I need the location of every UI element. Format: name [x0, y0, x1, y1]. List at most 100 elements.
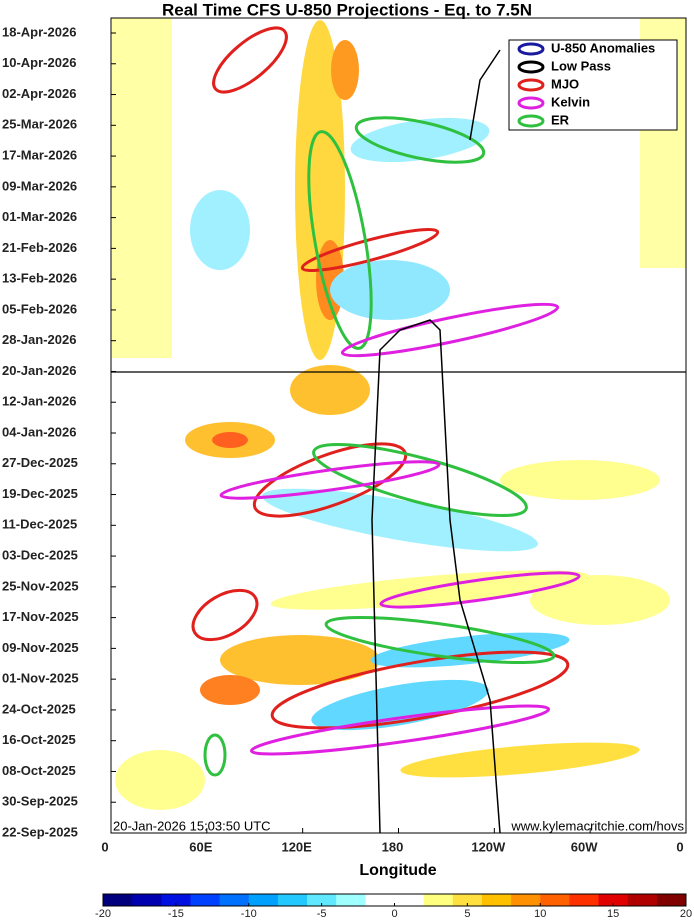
x-tick-label: 0 — [676, 839, 683, 854]
blob — [262, 488, 538, 552]
colorbar-cell — [598, 894, 629, 906]
colorbar-tick-label: 15 — [607, 908, 619, 920]
y-tick-label: 20-Jan-2026 — [2, 363, 76, 378]
er-contour — [354, 116, 486, 164]
y-tick-label: 01-Mar-2026 — [2, 209, 77, 224]
kelvin-contour — [249, 704, 551, 756]
y-tick-label: 22-Sep-2025 — [2, 824, 78, 839]
blob — [331, 40, 359, 100]
colorbar-cell — [103, 894, 133, 906]
blob — [350, 117, 490, 163]
y-tick-label: 10-Apr-2026 — [2, 55, 76, 70]
y-tick-label: 25-Mar-2026 — [2, 117, 77, 132]
kelvin-contour — [379, 571, 581, 609]
mjo-contour — [212, 26, 288, 94]
blob — [220, 635, 380, 685]
x-tick-label: 180 — [382, 839, 404, 854]
blob — [212, 432, 248, 448]
blob — [311, 679, 489, 731]
y-tick-label: 19-Dec-2025 — [2, 486, 78, 501]
colorbar-tick-label: -20 — [95, 908, 111, 920]
colorbar-cell — [481, 894, 512, 906]
blob — [270, 570, 590, 610]
colorbar-cell — [161, 894, 191, 906]
blob — [530, 575, 670, 625]
y-tick-label: 18-Apr-2026 — [2, 24, 76, 39]
blob — [190, 190, 250, 270]
y-tick-label: 24-Oct-2025 — [2, 701, 76, 716]
y-tick-label: 17-Nov-2025 — [2, 609, 79, 624]
chart-title: Real Time CFS U-850 Projections - Eq. to… — [162, 0, 532, 19]
y-tick-label: 09-Nov-2025 — [2, 640, 79, 655]
colorbar-cell — [656, 894, 687, 906]
colorbar-tick-label: -10 — [241, 908, 257, 920]
colorbar-cell — [569, 894, 600, 906]
mjo-contour — [191, 588, 259, 642]
source-url: www.kylemacritchie.com/hovs — [510, 818, 684, 833]
legend-swatch — [517, 114, 545, 128]
blob — [400, 742, 640, 778]
field-shapes — [112, 18, 686, 810]
colorbar-cell — [423, 894, 454, 906]
x-tick-label: 120W — [471, 839, 506, 854]
y-tick-label: 04-Jan-2026 — [2, 424, 76, 439]
x-tick-label: 60E — [189, 839, 212, 854]
legend-label: MJO — [551, 76, 579, 91]
legend-swatch — [517, 42, 545, 56]
legend-box — [508, 39, 678, 131]
x-tick-label: 60W — [571, 839, 598, 854]
legend-label: Low Pass — [551, 58, 611, 73]
blob — [330, 260, 450, 320]
colorbar-cell — [394, 894, 425, 906]
y-tick-label: 30-Sep-2025 — [2, 794, 78, 809]
y-tick-label: 13-Feb-2026 — [2, 271, 77, 286]
colorbar-cell — [511, 894, 541, 906]
y-tick-label: 03-Dec-2025 — [2, 548, 78, 563]
colorbar-cell — [627, 894, 658, 906]
y-tick-label: 12-Jan-2026 — [2, 394, 76, 409]
er-contour — [312, 442, 528, 518]
y-tick-label: 02-Apr-2026 — [2, 86, 76, 101]
legend: U-850 Anomalies Low Pass MJO Kelvin ER — [508, 39, 678, 131]
legend-label: ER — [551, 112, 570, 127]
blob — [290, 365, 370, 415]
colorbar-cell — [277, 894, 308, 906]
colorbar-tick-label: -15 — [168, 908, 184, 920]
x-tick-label: 0 — [101, 839, 108, 854]
legend-swatch — [517, 78, 545, 92]
er-contour — [307, 130, 373, 350]
y-tick-label: 28-Jan-2026 — [2, 332, 76, 347]
colorbar-cell — [540, 894, 570, 906]
x-tick-label: 120E — [281, 839, 312, 854]
y-tick-label: 25-Nov-2025 — [2, 578, 79, 593]
low-pass-contour — [469, 49, 501, 141]
kelvin-contour — [219, 460, 441, 500]
colorbar-cell — [132, 894, 162, 906]
low-pass-contour — [371, 319, 501, 833]
colorbar-cell — [219, 894, 250, 906]
legend-label: Kelvin — [551, 94, 590, 109]
colorbar-tick-label: 10 — [534, 908, 546, 920]
y-tick-label: 08-Oct-2025 — [2, 763, 76, 778]
colorbar-cell — [365, 894, 395, 906]
contours — [191, 26, 581, 833]
y-tick-label: 17-Mar-2026 — [2, 148, 77, 163]
er-contour — [324, 615, 556, 665]
colorbar-cell — [307, 894, 337, 906]
colorbar-tick-label: 5 — [464, 908, 470, 920]
y-tick-label: 21-Feb-2026 — [2, 240, 77, 255]
y-tick-label: 16-Oct-2025 — [2, 732, 76, 747]
colorbar-tick-label: -5 — [317, 908, 327, 920]
colorbar-tick-label: 20 — [680, 908, 692, 920]
blob — [200, 675, 260, 705]
colorbar-cell — [190, 894, 221, 906]
blob — [500, 460, 660, 500]
colorbar-cell — [248, 894, 279, 906]
legend-swatch — [517, 60, 545, 74]
er-contour — [203, 733, 227, 777]
mjo-contour — [300, 227, 440, 273]
colorbar-cell — [452, 894, 483, 906]
y-tick-label: 09-Mar-2026 — [2, 178, 77, 193]
blob — [370, 632, 570, 668]
